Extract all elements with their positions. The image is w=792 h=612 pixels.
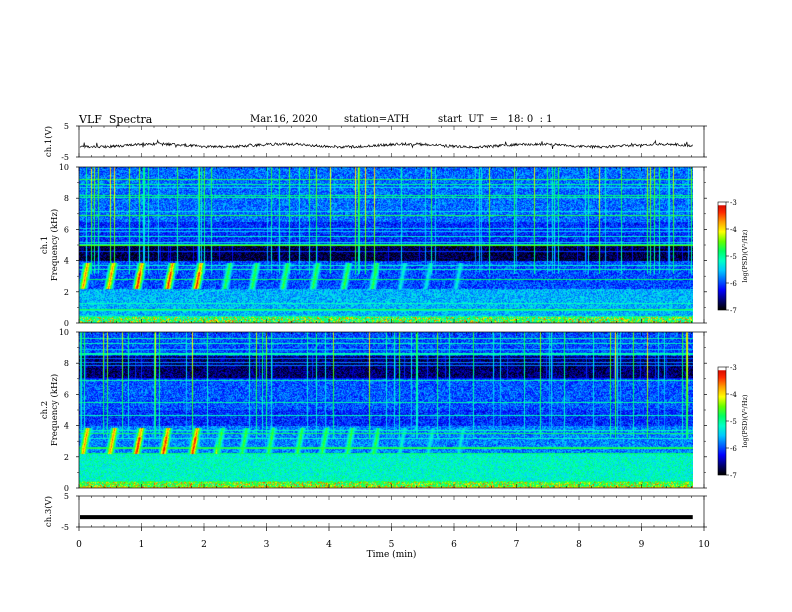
panel-y-axis-label: Frequency (kHz) [49,374,60,446]
y-tick-label: 8 [64,359,69,368]
colorbar-tick-label: -5 [730,418,737,426]
start-time-label: start UT = 18: 0 : 1 [438,114,553,125]
colorbar-1 [718,202,726,310]
x-tick-label: 0 [76,540,82,550]
station-label: station=ATH [344,114,410,125]
panel-y-axis-label: ch.1(V) [43,126,54,157]
y-tick-label: 2 [64,288,69,297]
y-tick-label: 6 [64,390,69,399]
colorbar-tick-label: -3 [730,199,737,207]
y-tick-label: 10 [59,328,69,337]
x-tick-label: 8 [576,540,582,550]
x-tick-label: 2 [201,540,207,550]
y-tick-label: 5 [64,122,69,131]
x-tick-label: 9 [639,540,645,550]
ch1-spectrogram-image [79,167,693,323]
colorbar-tick-label: -7 [730,472,737,480]
y-tick-label: 8 [64,194,69,203]
x-tick-label: 1 [139,540,145,550]
y-tick-label: 10 [59,163,69,172]
y-tick-label: 0 [64,484,69,493]
y-tick-label: 4 [64,422,69,431]
colorbar-tick-label: -5 [730,253,737,261]
x-axis-label: Time (min) [367,549,417,560]
colorbar-tick-label: -7 [730,307,737,315]
panel-frame-1 [78,125,705,158]
x-tick-label: 10 [698,540,710,550]
panel-channel-label: ch.1 [40,236,50,254]
x-tick-label: 4 [326,540,332,550]
x-tick-label: 6 [451,540,457,550]
colorbar-label: log(PSD)(V²/Hz) [741,394,749,447]
colorbar-tick-label: -4 [730,391,737,399]
colorbar-tick-label: -6 [730,280,737,288]
ch2-spectrogram-image [79,332,693,488]
panel-channel-label: ch.2 [40,401,50,419]
date-label: Mar.16, 2020 [250,114,318,125]
x-tick-label: 7 [514,540,520,550]
colorbar-label: log(PSD)(V²/Hz) [741,229,749,282]
colorbar-tick-label: -4 [730,226,737,234]
x-tick-label: 3 [264,540,270,550]
panel-y-axis-label: Frequency (kHz) [49,209,60,281]
panel-y-axis-label: ch.3(V) [43,496,54,527]
y-tick-label: -5 [61,523,69,532]
y-tick-label: 4 [64,257,69,266]
x-tick-label: 5 [389,540,395,550]
figure-title: VLF Spectra [79,113,153,126]
y-tick-label: 6 [64,225,69,234]
y-tick-label: 5 [64,492,69,501]
panel-frame-4 [78,495,705,528]
y-tick-label: 0 [64,319,69,328]
y-tick-label: 2 [64,453,69,462]
colorbar-tick-label: -6 [730,445,737,453]
colorbar-tick-label: -3 [730,364,737,372]
colorbar-2 [718,367,726,475]
ch1-waveform-line [79,139,693,150]
y-tick-label: -5 [61,153,69,162]
